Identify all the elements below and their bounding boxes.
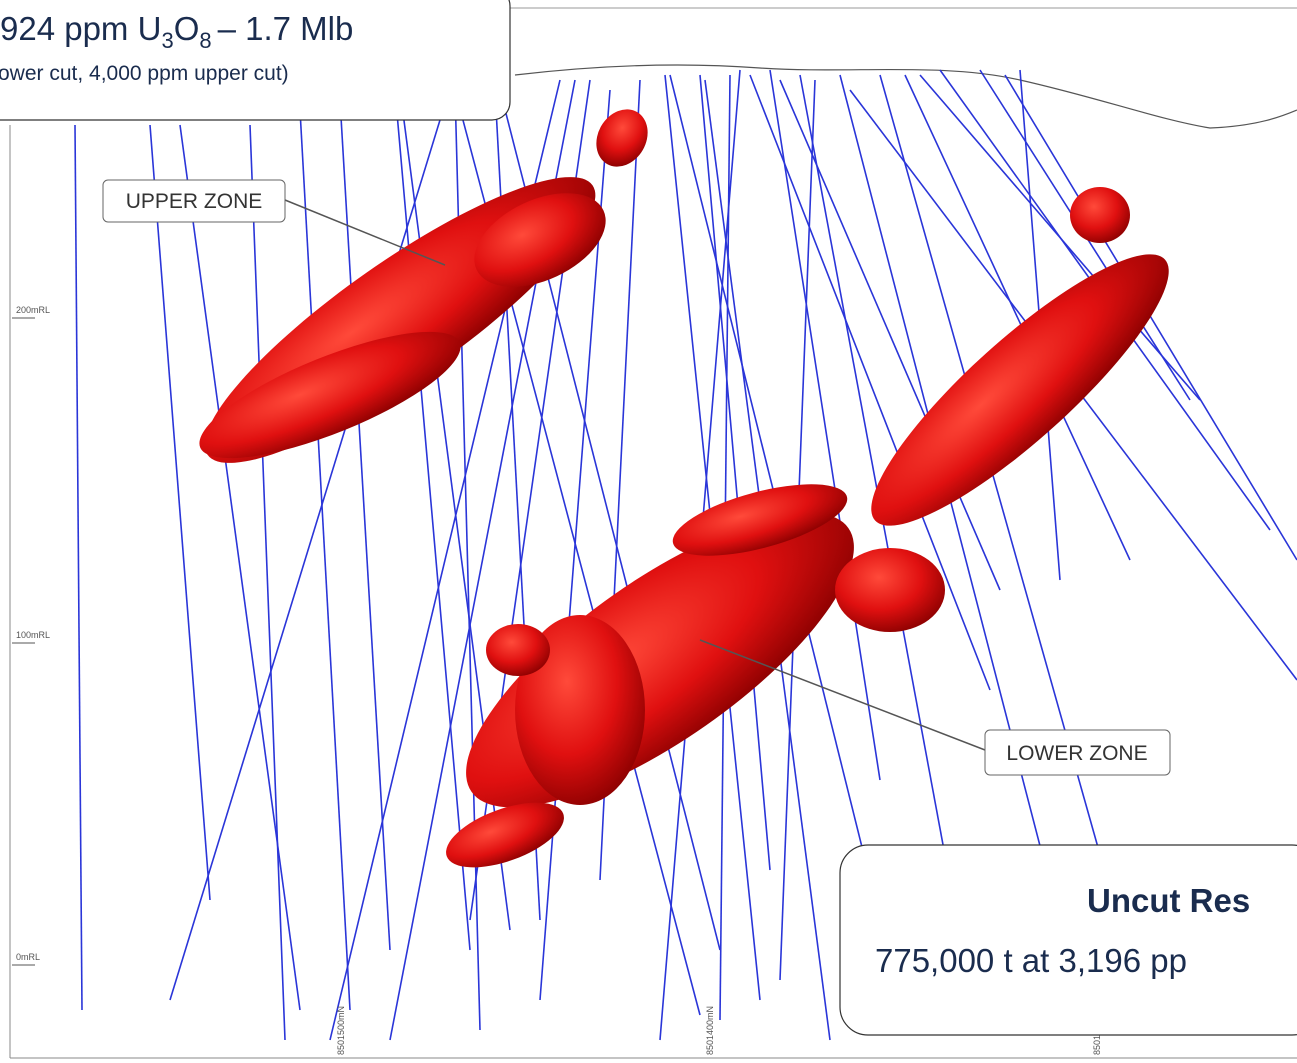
lower-body bbox=[672, 484, 848, 556]
level-label: 0mRL bbox=[16, 952, 40, 962]
bottom-callout: Uncut Res 775,000 t at 3,196 pp bbox=[839, 844, 1297, 1036]
label: LOWER ZONE bbox=[1006, 742, 1147, 765]
lower-body bbox=[446, 802, 564, 868]
lower-body bbox=[1070, 187, 1130, 243]
upper-body bbox=[199, 331, 461, 459]
drill-hole bbox=[904, 74, 1131, 561]
resource-line: 924 ppm U3O8 – 1.7 Mlb bbox=[0, 10, 353, 53]
lower-zone-callout: LOWER ZONE bbox=[699, 639, 1171, 776]
drill-hole bbox=[149, 124, 211, 901]
lower-body bbox=[871, 254, 1169, 526]
lower-body bbox=[486, 624, 550, 676]
ground-surface bbox=[514, 64, 1297, 129]
leader bbox=[284, 199, 446, 266]
northing-label: 850130 bbox=[1092, 1025, 1102, 1055]
label-box bbox=[102, 179, 286, 223]
label-box bbox=[984, 729, 1171, 776]
drill-hole bbox=[339, 99, 391, 951]
drill-hole bbox=[394, 89, 471, 951]
drill-hole bbox=[769, 69, 881, 781]
ore-bodies bbox=[199, 109, 1169, 868]
level-label: 100mRL bbox=[16, 630, 50, 640]
callout-text: 775,000 t at 3,196 pp bbox=[875, 942, 1187, 979]
leader bbox=[699, 639, 986, 751]
drill-hole bbox=[299, 109, 351, 1011]
top-callout: 924 ppm U3O8 – 1.7 Mlb ower cut, 4,000 pp… bbox=[0, 0, 511, 121]
label: UPPER ZONE bbox=[126, 190, 263, 213]
upper-body bbox=[596, 109, 648, 167]
upper-zone-callout: UPPER ZONE bbox=[102, 179, 446, 266]
drill-hole bbox=[249, 124, 286, 1041]
drill-hole bbox=[799, 74, 971, 991]
text: – 1.7 Mlb bbox=[218, 10, 354, 47]
subscript: 8 bbox=[199, 28, 211, 53]
text: O bbox=[174, 10, 200, 47]
callout-box bbox=[839, 844, 1297, 1036]
level-label: 200mRL bbox=[16, 305, 50, 315]
northing-label: 8501400mN bbox=[705, 1006, 715, 1055]
subscript: 3 bbox=[161, 28, 173, 53]
drill-hole bbox=[179, 124, 301, 1011]
callout-title: Uncut Res bbox=[1087, 882, 1250, 919]
callout-box bbox=[0, 0, 511, 121]
upper-body bbox=[474, 193, 606, 287]
lower-body bbox=[515, 615, 645, 805]
drill-hole bbox=[699, 74, 771, 871]
level-labels: 200mRL 100mRL 0mRL bbox=[12, 305, 50, 966]
lower-body bbox=[835, 548, 945, 632]
drill-hole bbox=[1004, 74, 1297, 561]
cut-note: ower cut, 4,000 ppm upper cut) bbox=[0, 62, 289, 85]
northing-labels: 8501500mN 8501400mN 850130 bbox=[336, 1006, 1102, 1055]
drill-hole bbox=[749, 74, 991, 691]
northing-label: 8501500mN bbox=[336, 1006, 346, 1055]
text: 924 ppm U bbox=[0, 10, 161, 47]
drill-hole bbox=[74, 124, 83, 1011]
